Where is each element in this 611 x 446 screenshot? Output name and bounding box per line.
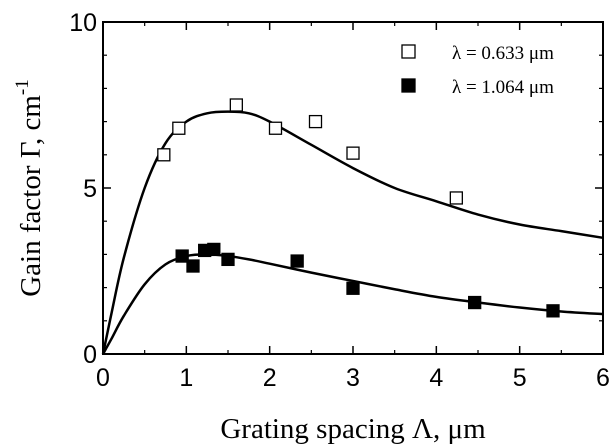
filled-square-point	[346, 281, 360, 295]
x-tick-label: 0	[96, 364, 110, 392]
x-tick-label: 6	[596, 364, 610, 392]
open-square-point	[346, 146, 360, 160]
x-tick-label: 2	[263, 364, 277, 392]
open-square-point	[157, 148, 171, 162]
x-tick-label: 5	[513, 364, 527, 392]
legend-marker-series-1	[401, 44, 416, 59]
filled-square-point	[221, 252, 235, 267]
open-square-point	[449, 191, 463, 205]
open-square-point	[172, 121, 186, 135]
filled-square-point	[546, 304, 560, 318]
tick-labels: 0 1 2 3 4 5 6 0 5 10	[69, 9, 610, 392]
filled-square-point	[290, 254, 304, 268]
legend-label-series-2: λ = 1.064 μm	[452, 77, 554, 98]
open-square-point	[229, 98, 243, 112]
data-points	[157, 98, 560, 318]
legend-marker-series-2	[401, 78, 416, 93]
legend: λ = 0.633 μm λ = 1.064 μm	[401, 43, 554, 98]
x-tick-label: 3	[346, 364, 360, 392]
fit-curve-series-2	[101, 253, 604, 355]
y-tick-label: 10	[69, 9, 97, 37]
open-square-point	[308, 114, 323, 129]
x-tick-label: 4	[429, 364, 443, 392]
x-axis-label: Grating spacing Λ, μm	[220, 413, 486, 445]
y-axis-label-main: Gain factor Γ, cm	[15, 95, 47, 297]
y-axis-label: Gain factor Γ, cm-1	[12, 79, 47, 297]
fit-curve-series-1	[101, 110, 604, 355]
y-axis-label-superscript: -1	[12, 79, 33, 95]
y-tick-label: 5	[83, 175, 97, 203]
legend-label-series-1: λ = 0.633 μm	[452, 43, 554, 64]
filled-square-point	[468, 295, 482, 310]
plot-frame-border	[102, 21, 604, 355]
fit-curves	[101, 110, 604, 355]
filled-square-point	[207, 242, 221, 257]
plot-frame	[102, 21, 604, 355]
filled-square-point	[186, 259, 200, 273]
x-tick-label: 1	[179, 364, 193, 392]
filled-square-point	[175, 249, 189, 263]
y-tick-label: 0	[83, 341, 97, 369]
axis-ticks	[102, 21, 604, 355]
open-square-point	[268, 121, 283, 135]
